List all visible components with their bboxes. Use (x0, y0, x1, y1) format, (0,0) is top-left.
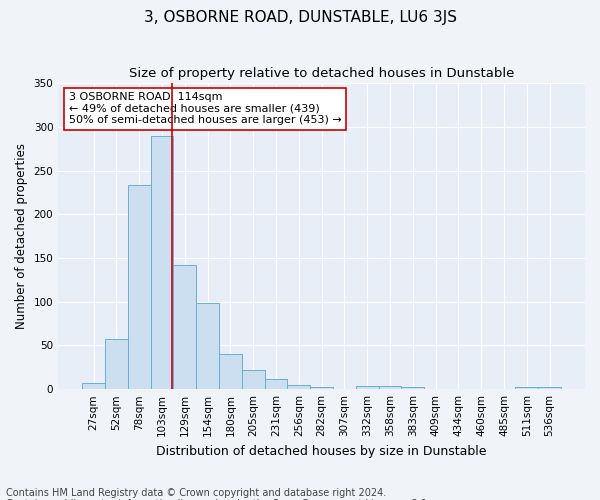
Bar (356, 386, 379, 389)
Title: Size of property relative to detached houses in Dunstable: Size of property relative to detached ho… (129, 68, 514, 80)
Bar (173, 265, 196, 389)
Text: Contains HM Land Registry data © Crown copyright and database right 2024.: Contains HM Land Registry data © Crown c… (6, 488, 386, 498)
Bar (515, 386, 538, 389)
Bar (151, 136, 173, 389)
Bar (379, 386, 401, 389)
Bar (287, 385, 310, 389)
Bar (82, 383, 105, 389)
Y-axis label: Number of detached properties: Number of detached properties (15, 143, 28, 329)
Bar (128, 186, 151, 389)
Text: 3, OSBORNE ROAD, DUNSTABLE, LU6 3JS: 3, OSBORNE ROAD, DUNSTABLE, LU6 3JS (143, 10, 457, 25)
Bar (242, 370, 265, 389)
Bar (265, 378, 287, 389)
X-axis label: Distribution of detached houses by size in Dunstable: Distribution of detached houses by size … (157, 444, 487, 458)
Text: 3 OSBORNE ROAD: 114sqm
← 49% of detached houses are smaller (439)
50% of semi-de: 3 OSBORNE ROAD: 114sqm ← 49% of detached… (69, 92, 341, 126)
Bar (538, 386, 561, 389)
Bar (105, 340, 128, 389)
Text: Contains public sector information licensed under the Open Government Licence v3: Contains public sector information licen… (6, 499, 430, 500)
Bar (219, 354, 242, 389)
Bar (196, 304, 219, 389)
Bar (401, 386, 424, 389)
Bar (310, 386, 333, 389)
